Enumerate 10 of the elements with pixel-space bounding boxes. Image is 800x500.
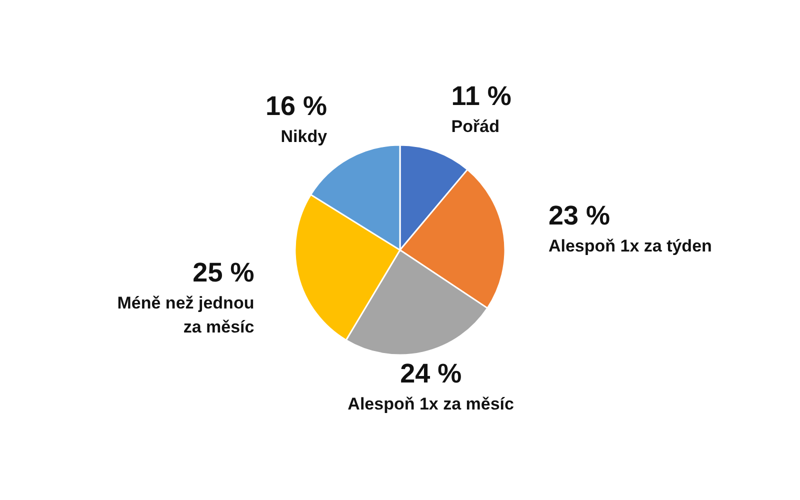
slice-label: Alespoň 1x za měsíc bbox=[348, 394, 514, 414]
slice-label: Méně než jednou za měsíc bbox=[117, 293, 254, 336]
data-label: 11 % bbox=[451, 81, 512, 112]
data-label: 23 % bbox=[548, 200, 610, 231]
data-label: 25 % bbox=[192, 257, 254, 288]
slice-label: Pořád bbox=[451, 117, 500, 136]
slice-label: Nikdy bbox=[280, 126, 328, 146]
data-label: 16 % bbox=[266, 90, 328, 121]
slice-label: Alespoň 1x za týden bbox=[548, 236, 712, 256]
data-label: 24 % bbox=[400, 358, 462, 389]
